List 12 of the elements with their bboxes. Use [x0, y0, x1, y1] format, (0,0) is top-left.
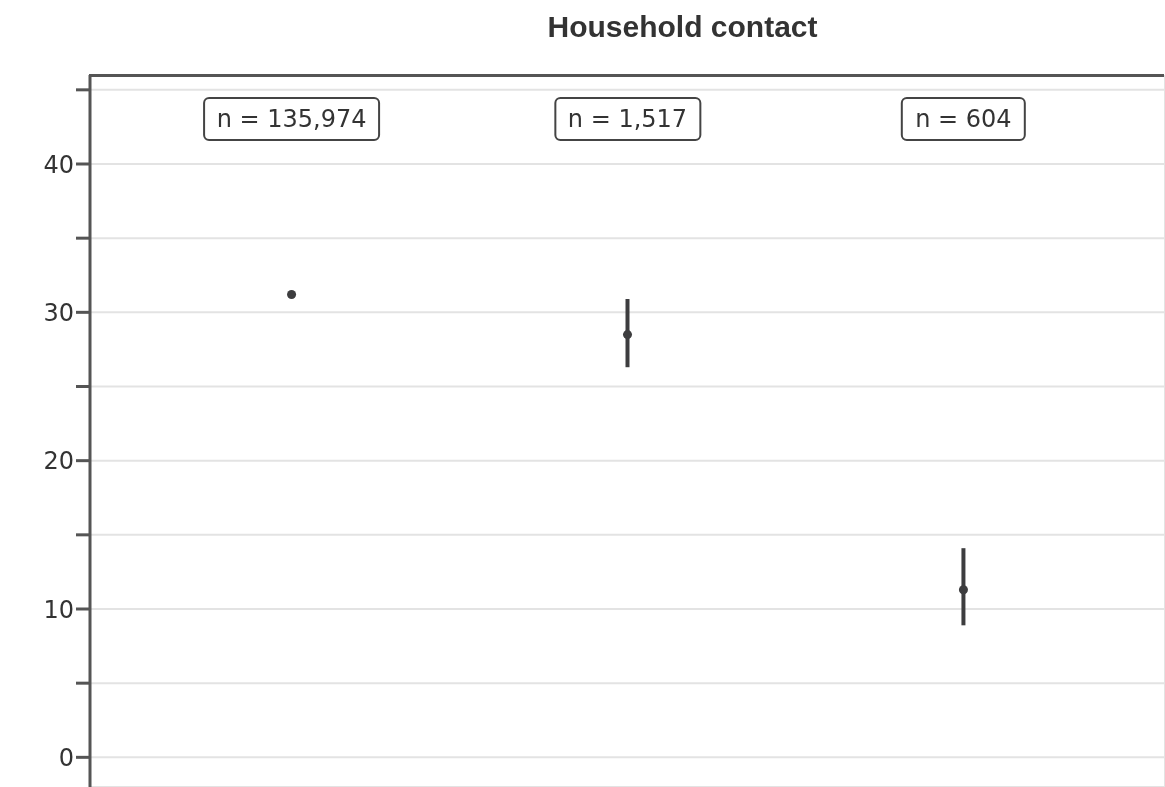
y-tick-label: 10 — [43, 595, 74, 624]
y-tick-label: 40 — [43, 150, 74, 179]
point — [287, 290, 297, 300]
point — [958, 585, 968, 595]
point — [622, 330, 633, 340]
chart-title: Household contact — [546, 10, 819, 44]
y-tick-label: 30 — [43, 298, 74, 327]
annotation: n = 135,974 — [202, 97, 381, 141]
annotation: n = 604 — [901, 97, 1026, 141]
y-tick-label: 20 — [43, 447, 74, 476]
annotation: n = 1,517 — [553, 97, 702, 141]
y-tick-label: 0 — [58, 743, 74, 772]
